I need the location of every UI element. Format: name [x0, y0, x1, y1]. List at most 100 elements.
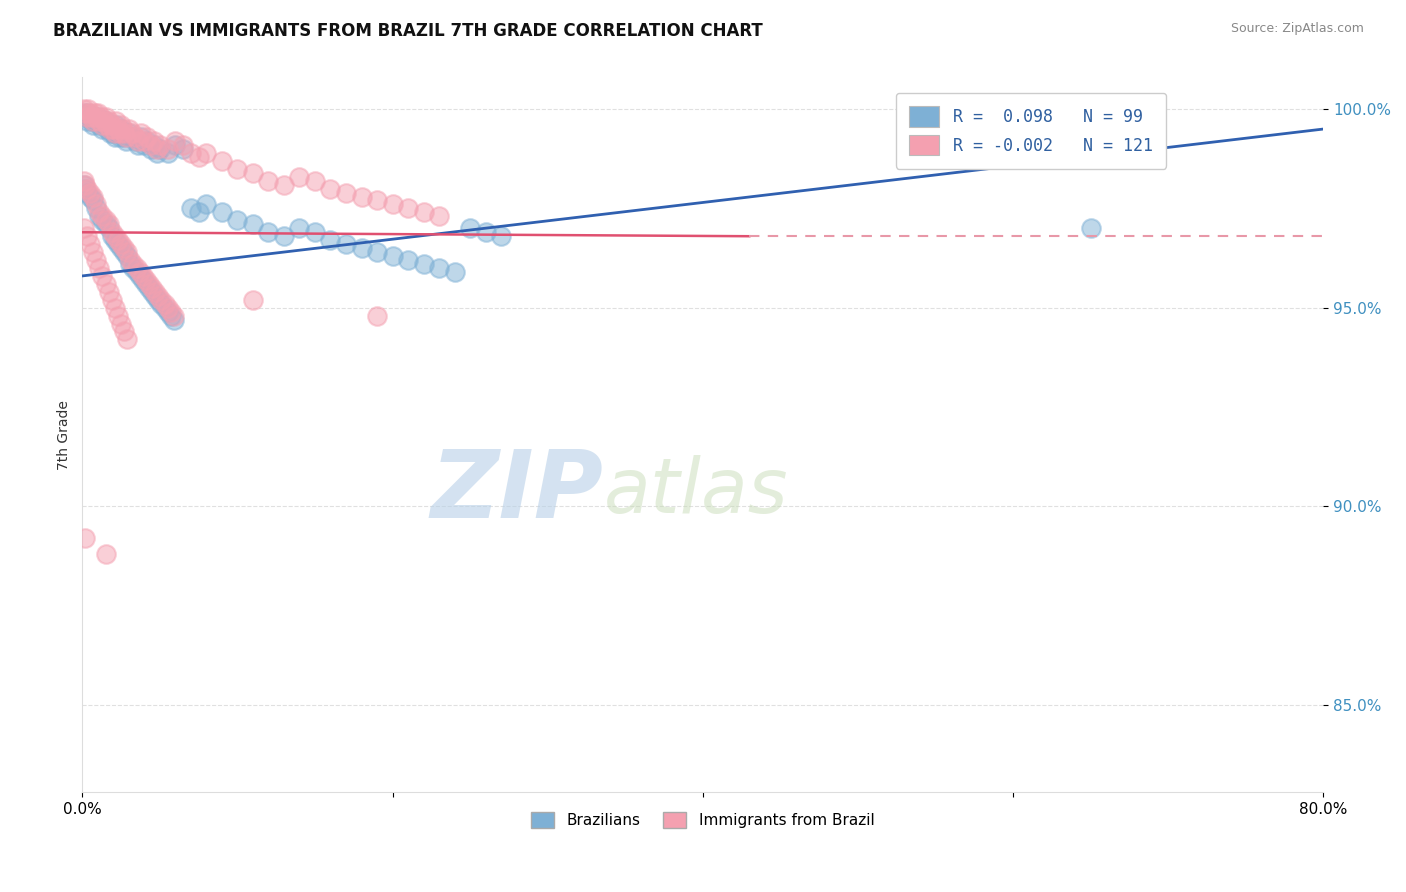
Point: [76, 181, 98, 195]
Point: [366, 245, 388, 260]
Point: [125, 265, 148, 279]
Point: [79, 237, 101, 252]
Point: [122, 257, 145, 271]
Point: [163, 312, 186, 326]
Point: [143, 289, 166, 303]
Point: [335, 186, 357, 200]
Point: [110, 237, 132, 252]
Point: [90, 114, 112, 128]
Point: [489, 229, 512, 244]
Point: [80, 114, 103, 128]
Point: [148, 293, 170, 307]
Point: [100, 293, 122, 307]
Point: [121, 130, 143, 145]
Point: [136, 134, 159, 148]
Point: [288, 221, 311, 235]
Point: [79, 189, 101, 203]
Point: [73, 102, 96, 116]
Point: [107, 126, 129, 140]
Point: [91, 268, 114, 283]
Text: ZIP: ZIP: [430, 446, 603, 538]
Point: [105, 118, 128, 132]
Point: [112, 130, 135, 145]
Point: [107, 233, 129, 247]
Point: [242, 293, 264, 307]
Point: [149, 137, 172, 152]
Point: [366, 309, 388, 323]
Point: [139, 137, 162, 152]
Point: [211, 153, 233, 168]
Point: [94, 217, 117, 231]
Point: [110, 317, 132, 331]
Point: [180, 145, 202, 160]
Point: [143, 285, 166, 299]
Point: [129, 130, 152, 145]
Point: [138, 277, 160, 291]
Point: [195, 197, 218, 211]
Point: [84, 253, 107, 268]
Point: [84, 114, 107, 128]
Point: [120, 253, 142, 268]
Point: [148, 289, 170, 303]
Point: [110, 118, 132, 132]
Point: [112, 126, 135, 140]
Point: [79, 186, 101, 200]
Point: [122, 260, 145, 275]
Point: [135, 273, 157, 287]
Point: [172, 137, 194, 152]
Point: [141, 281, 163, 295]
Point: [142, 134, 165, 148]
Point: [107, 122, 129, 136]
Point: [153, 296, 176, 310]
Point: [132, 273, 155, 287]
Point: [132, 268, 155, 283]
Point: [75, 110, 97, 124]
Legend: Brazilians, Immigrants from Brazil: Brazilians, Immigrants from Brazil: [526, 806, 880, 834]
Point: [97, 221, 120, 235]
Point: [156, 142, 179, 156]
Point: [105, 114, 128, 128]
Point: [127, 134, 149, 148]
Point: [304, 225, 326, 239]
Point: [76, 110, 98, 124]
Point: [91, 118, 114, 132]
Text: BRAZILIAN VS IMMIGRANTS FROM BRAZIL 7TH GRADE CORRELATION CHART: BRAZILIAN VS IMMIGRANTS FROM BRAZIL 7TH …: [53, 22, 763, 40]
Point: [427, 210, 450, 224]
Point: [350, 189, 373, 203]
Point: [89, 114, 111, 128]
Point: [1080, 221, 1102, 235]
Point: [97, 217, 120, 231]
Point: [82, 114, 104, 128]
Point: [159, 309, 181, 323]
Point: [156, 145, 179, 160]
Point: [80, 110, 103, 124]
Point: [117, 249, 139, 263]
Point: [108, 130, 131, 145]
Point: [82, 245, 104, 260]
Point: [226, 213, 249, 227]
Point: [180, 202, 202, 216]
Point: [273, 178, 295, 192]
Point: [82, 118, 104, 132]
Point: [118, 126, 141, 140]
Point: [82, 189, 104, 203]
Point: [103, 122, 125, 136]
Point: [139, 142, 162, 156]
Point: [100, 225, 122, 239]
Point: [474, 225, 496, 239]
Point: [97, 114, 120, 128]
Point: [73, 221, 96, 235]
Point: [96, 118, 118, 132]
Point: [226, 161, 249, 176]
Point: [76, 186, 98, 200]
Point: [75, 531, 97, 545]
Point: [150, 296, 173, 310]
Point: [195, 145, 218, 160]
Point: [114, 130, 136, 145]
Point: [104, 233, 127, 247]
Point: [135, 277, 157, 291]
Point: [94, 110, 117, 124]
Point: [97, 285, 120, 299]
Point: [138, 281, 160, 295]
Text: atlas: atlas: [603, 455, 787, 529]
